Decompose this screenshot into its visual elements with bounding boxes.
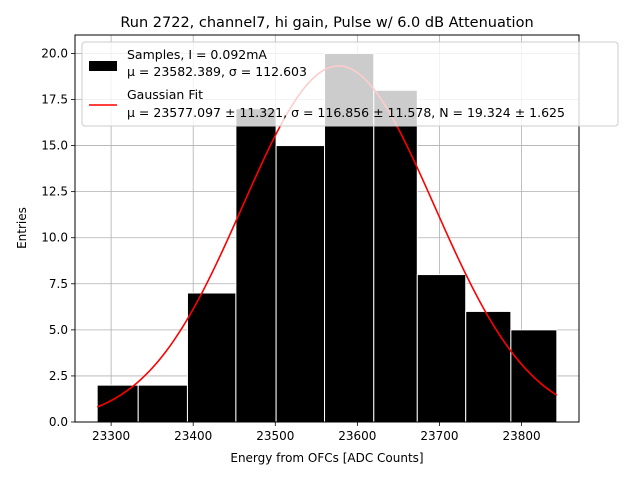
histogram-bar <box>275 145 326 423</box>
y-tick-label: 20.0 <box>41 46 68 60</box>
x-tick-label: 23300 <box>92 429 130 443</box>
legend-fit-stats: μ = 23577.097 ± 11.321, σ = 116.856 ± 11… <box>127 105 565 120</box>
legend-samples-label: Samples, I = 0.092mA <box>127 47 267 62</box>
y-tick-label: 0.0 <box>49 415 68 429</box>
legend-fit-label: Gaussian Fit <box>127 87 203 102</box>
y-axis-ticks: 0.0 2.5 5.0 7.5 10.0 12.5 15.0 17.5 20.0 <box>41 46 75 429</box>
x-tick-label: 23500 <box>256 429 294 443</box>
y-tick-label: 15.0 <box>41 139 68 153</box>
y-axis-label: Entries <box>15 207 29 249</box>
histogram-bar <box>137 384 188 423</box>
x-axis-label: Energy from OFCs [ADC Counts] <box>230 451 423 465</box>
legend-box <box>81 41 619 127</box>
histogram-bar <box>235 108 277 423</box>
histogram-bar <box>510 329 558 423</box>
legend-samples-stats: μ = 23582.389, σ = 112.603 <box>127 64 307 79</box>
x-tick-label: 23700 <box>420 429 458 443</box>
x-tick-label: 23600 <box>338 429 376 443</box>
histogram-bar <box>186 292 237 423</box>
chart-title: Run 2722, channel7, hi gain, Pulse w/ 6.… <box>120 15 533 31</box>
x-axis-ticks: 23300 23400 23500 23600 23700 23800 <box>92 422 541 443</box>
histogram-bar <box>416 274 467 423</box>
histogram-bar <box>465 310 512 423</box>
y-tick-label: 2.5 <box>49 369 68 383</box>
x-tick-label: 23400 <box>174 429 212 443</box>
y-tick-label: 10.0 <box>41 231 68 245</box>
y-tick-label: 7.5 <box>49 277 68 291</box>
y-tick-label: 12.5 <box>41 185 68 199</box>
legend: Samples, I = 0.092mA μ = 23582.389, σ = … <box>81 41 619 127</box>
legend-samples-swatch <box>89 61 117 71</box>
y-tick-label: 5.0 <box>49 323 68 337</box>
plot-frame <box>74 34 580 423</box>
x-tick-label: 23800 <box>502 429 540 443</box>
y-tick-label: 17.5 <box>41 93 68 107</box>
histogram-bar <box>373 89 418 423</box>
